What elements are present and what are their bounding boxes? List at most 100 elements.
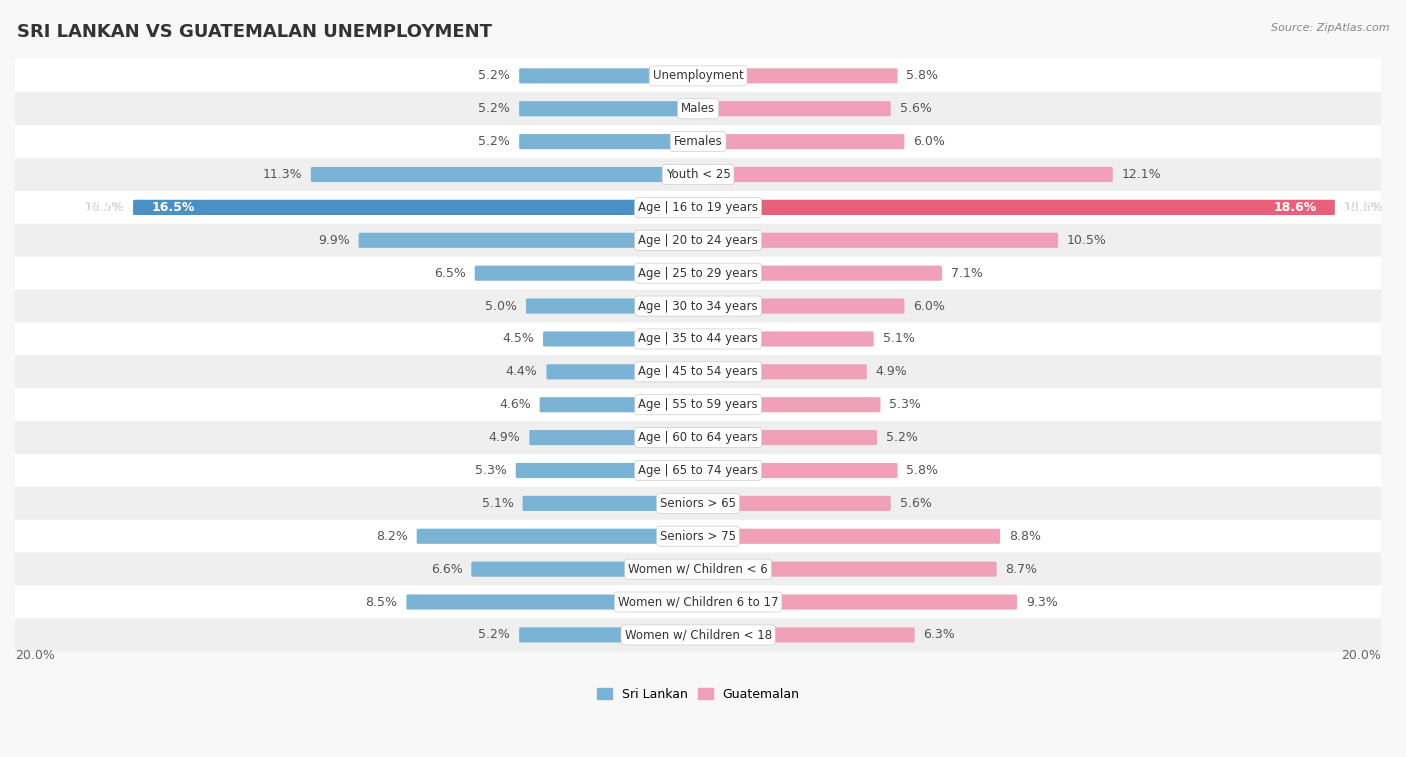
Text: 9.3%: 9.3% (1026, 596, 1057, 609)
FancyBboxPatch shape (697, 298, 904, 313)
Text: 18.6%: 18.6% (1272, 201, 1316, 214)
Text: 6.5%: 6.5% (434, 266, 465, 279)
FancyBboxPatch shape (530, 430, 699, 445)
Text: 4.5%: 4.5% (502, 332, 534, 345)
FancyBboxPatch shape (15, 191, 1381, 224)
FancyBboxPatch shape (15, 421, 1381, 454)
FancyBboxPatch shape (697, 496, 891, 511)
FancyBboxPatch shape (15, 618, 1381, 651)
FancyBboxPatch shape (540, 397, 699, 413)
Text: 6.0%: 6.0% (914, 300, 945, 313)
FancyBboxPatch shape (526, 298, 699, 313)
Text: 5.2%: 5.2% (886, 431, 918, 444)
Text: 9.9%: 9.9% (318, 234, 350, 247)
FancyBboxPatch shape (516, 463, 699, 478)
Text: Males: Males (681, 102, 716, 115)
FancyBboxPatch shape (697, 167, 1112, 182)
FancyBboxPatch shape (697, 463, 897, 478)
Text: 5.1%: 5.1% (883, 332, 914, 345)
FancyBboxPatch shape (697, 101, 891, 117)
FancyBboxPatch shape (697, 364, 868, 379)
Text: 5.8%: 5.8% (907, 70, 938, 83)
Text: 16.5%: 16.5% (152, 201, 195, 214)
FancyBboxPatch shape (697, 200, 1334, 215)
FancyBboxPatch shape (15, 520, 1381, 553)
Text: Age | 20 to 24 years: Age | 20 to 24 years (638, 234, 758, 247)
FancyBboxPatch shape (15, 355, 1381, 388)
Text: 4.4%: 4.4% (506, 366, 537, 378)
FancyBboxPatch shape (359, 232, 699, 248)
Text: 6.6%: 6.6% (430, 562, 463, 575)
Text: Age | 16 to 19 years: Age | 16 to 19 years (638, 201, 758, 214)
Text: 16.5%: 16.5% (84, 201, 124, 214)
Text: Youth < 25: Youth < 25 (665, 168, 731, 181)
FancyBboxPatch shape (697, 562, 997, 577)
Text: Age | 45 to 54 years: Age | 45 to 54 years (638, 366, 758, 378)
FancyBboxPatch shape (15, 553, 1381, 586)
FancyBboxPatch shape (519, 68, 699, 83)
Text: 10.5%: 10.5% (1067, 234, 1107, 247)
Text: Females: Females (673, 136, 723, 148)
Text: 5.3%: 5.3% (475, 464, 506, 477)
FancyBboxPatch shape (519, 134, 699, 149)
Text: Women w/ Children < 6: Women w/ Children < 6 (628, 562, 768, 575)
FancyBboxPatch shape (15, 125, 1381, 158)
FancyBboxPatch shape (697, 68, 897, 83)
Text: 5.6%: 5.6% (900, 102, 932, 115)
FancyBboxPatch shape (15, 322, 1381, 355)
Text: 6.0%: 6.0% (914, 136, 945, 148)
Text: SRI LANKAN VS GUATEMALAN UNEMPLOYMENT: SRI LANKAN VS GUATEMALAN UNEMPLOYMENT (17, 23, 492, 41)
FancyBboxPatch shape (134, 200, 699, 215)
FancyBboxPatch shape (697, 266, 942, 281)
FancyBboxPatch shape (406, 594, 699, 609)
Text: Women w/ Children < 18: Women w/ Children < 18 (624, 628, 772, 641)
Text: 11.3%: 11.3% (263, 168, 302, 181)
FancyBboxPatch shape (15, 224, 1381, 257)
FancyBboxPatch shape (697, 430, 877, 445)
Text: 20.0%: 20.0% (1341, 649, 1381, 662)
Text: 5.2%: 5.2% (478, 136, 510, 148)
FancyBboxPatch shape (15, 290, 1381, 322)
Text: 5.3%: 5.3% (890, 398, 921, 411)
Text: 7.1%: 7.1% (950, 266, 983, 279)
Text: 5.6%: 5.6% (900, 497, 932, 510)
FancyBboxPatch shape (471, 562, 699, 577)
Text: 8.7%: 8.7% (1005, 562, 1038, 575)
Text: 5.2%: 5.2% (478, 70, 510, 83)
FancyBboxPatch shape (15, 257, 1381, 290)
Text: Source: ZipAtlas.com: Source: ZipAtlas.com (1271, 23, 1389, 33)
Text: 6.3%: 6.3% (924, 628, 955, 641)
FancyBboxPatch shape (311, 167, 699, 182)
Text: 18.6%: 18.6% (1344, 201, 1384, 214)
FancyBboxPatch shape (15, 92, 1381, 125)
FancyBboxPatch shape (523, 496, 699, 511)
Text: Age | 65 to 74 years: Age | 65 to 74 years (638, 464, 758, 477)
FancyBboxPatch shape (15, 487, 1381, 520)
FancyBboxPatch shape (543, 332, 699, 347)
Text: 5.2%: 5.2% (478, 102, 510, 115)
Text: 5.2%: 5.2% (478, 628, 510, 641)
FancyBboxPatch shape (134, 200, 699, 215)
Text: 5.0%: 5.0% (485, 300, 517, 313)
FancyBboxPatch shape (519, 101, 699, 117)
Text: 12.1%: 12.1% (1122, 168, 1161, 181)
FancyBboxPatch shape (15, 454, 1381, 487)
FancyBboxPatch shape (697, 232, 1059, 248)
Text: 4.9%: 4.9% (876, 366, 907, 378)
Text: Age | 25 to 29 years: Age | 25 to 29 years (638, 266, 758, 279)
Text: 20.0%: 20.0% (15, 649, 55, 662)
Text: 4.6%: 4.6% (499, 398, 530, 411)
FancyBboxPatch shape (547, 364, 699, 379)
FancyBboxPatch shape (697, 200, 1334, 215)
FancyBboxPatch shape (416, 528, 699, 544)
Text: Women w/ Children 6 to 17: Women w/ Children 6 to 17 (617, 596, 779, 609)
Text: 8.5%: 8.5% (366, 596, 398, 609)
Text: 5.8%: 5.8% (907, 464, 938, 477)
FancyBboxPatch shape (697, 628, 915, 643)
Text: Seniors > 75: Seniors > 75 (659, 530, 737, 543)
Text: Age | 55 to 59 years: Age | 55 to 59 years (638, 398, 758, 411)
FancyBboxPatch shape (15, 586, 1381, 618)
Text: Unemployment: Unemployment (652, 70, 744, 83)
FancyBboxPatch shape (697, 528, 1000, 544)
FancyBboxPatch shape (15, 60, 1381, 92)
